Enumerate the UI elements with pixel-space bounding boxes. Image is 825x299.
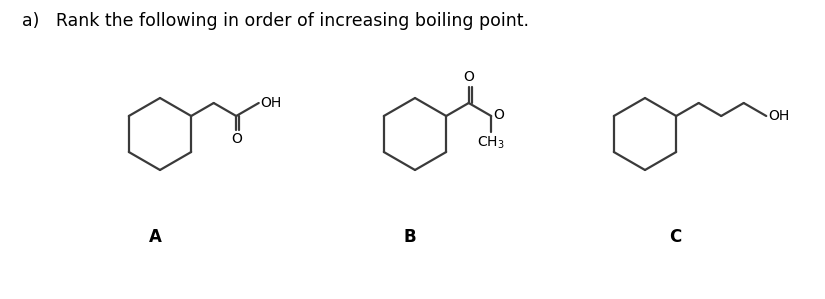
- Text: B: B: [403, 228, 417, 246]
- Text: O: O: [231, 132, 242, 146]
- Text: a)   Rank the following in order of increasing boiling point.: a) Rank the following in order of increa…: [22, 12, 529, 30]
- Text: OH: OH: [261, 96, 282, 110]
- Text: OH: OH: [768, 109, 790, 123]
- Text: C: C: [669, 228, 681, 246]
- Text: O: O: [464, 70, 474, 84]
- Text: A: A: [148, 228, 162, 246]
- Text: O: O: [493, 108, 504, 122]
- Text: CH$_3$: CH$_3$: [478, 135, 505, 151]
